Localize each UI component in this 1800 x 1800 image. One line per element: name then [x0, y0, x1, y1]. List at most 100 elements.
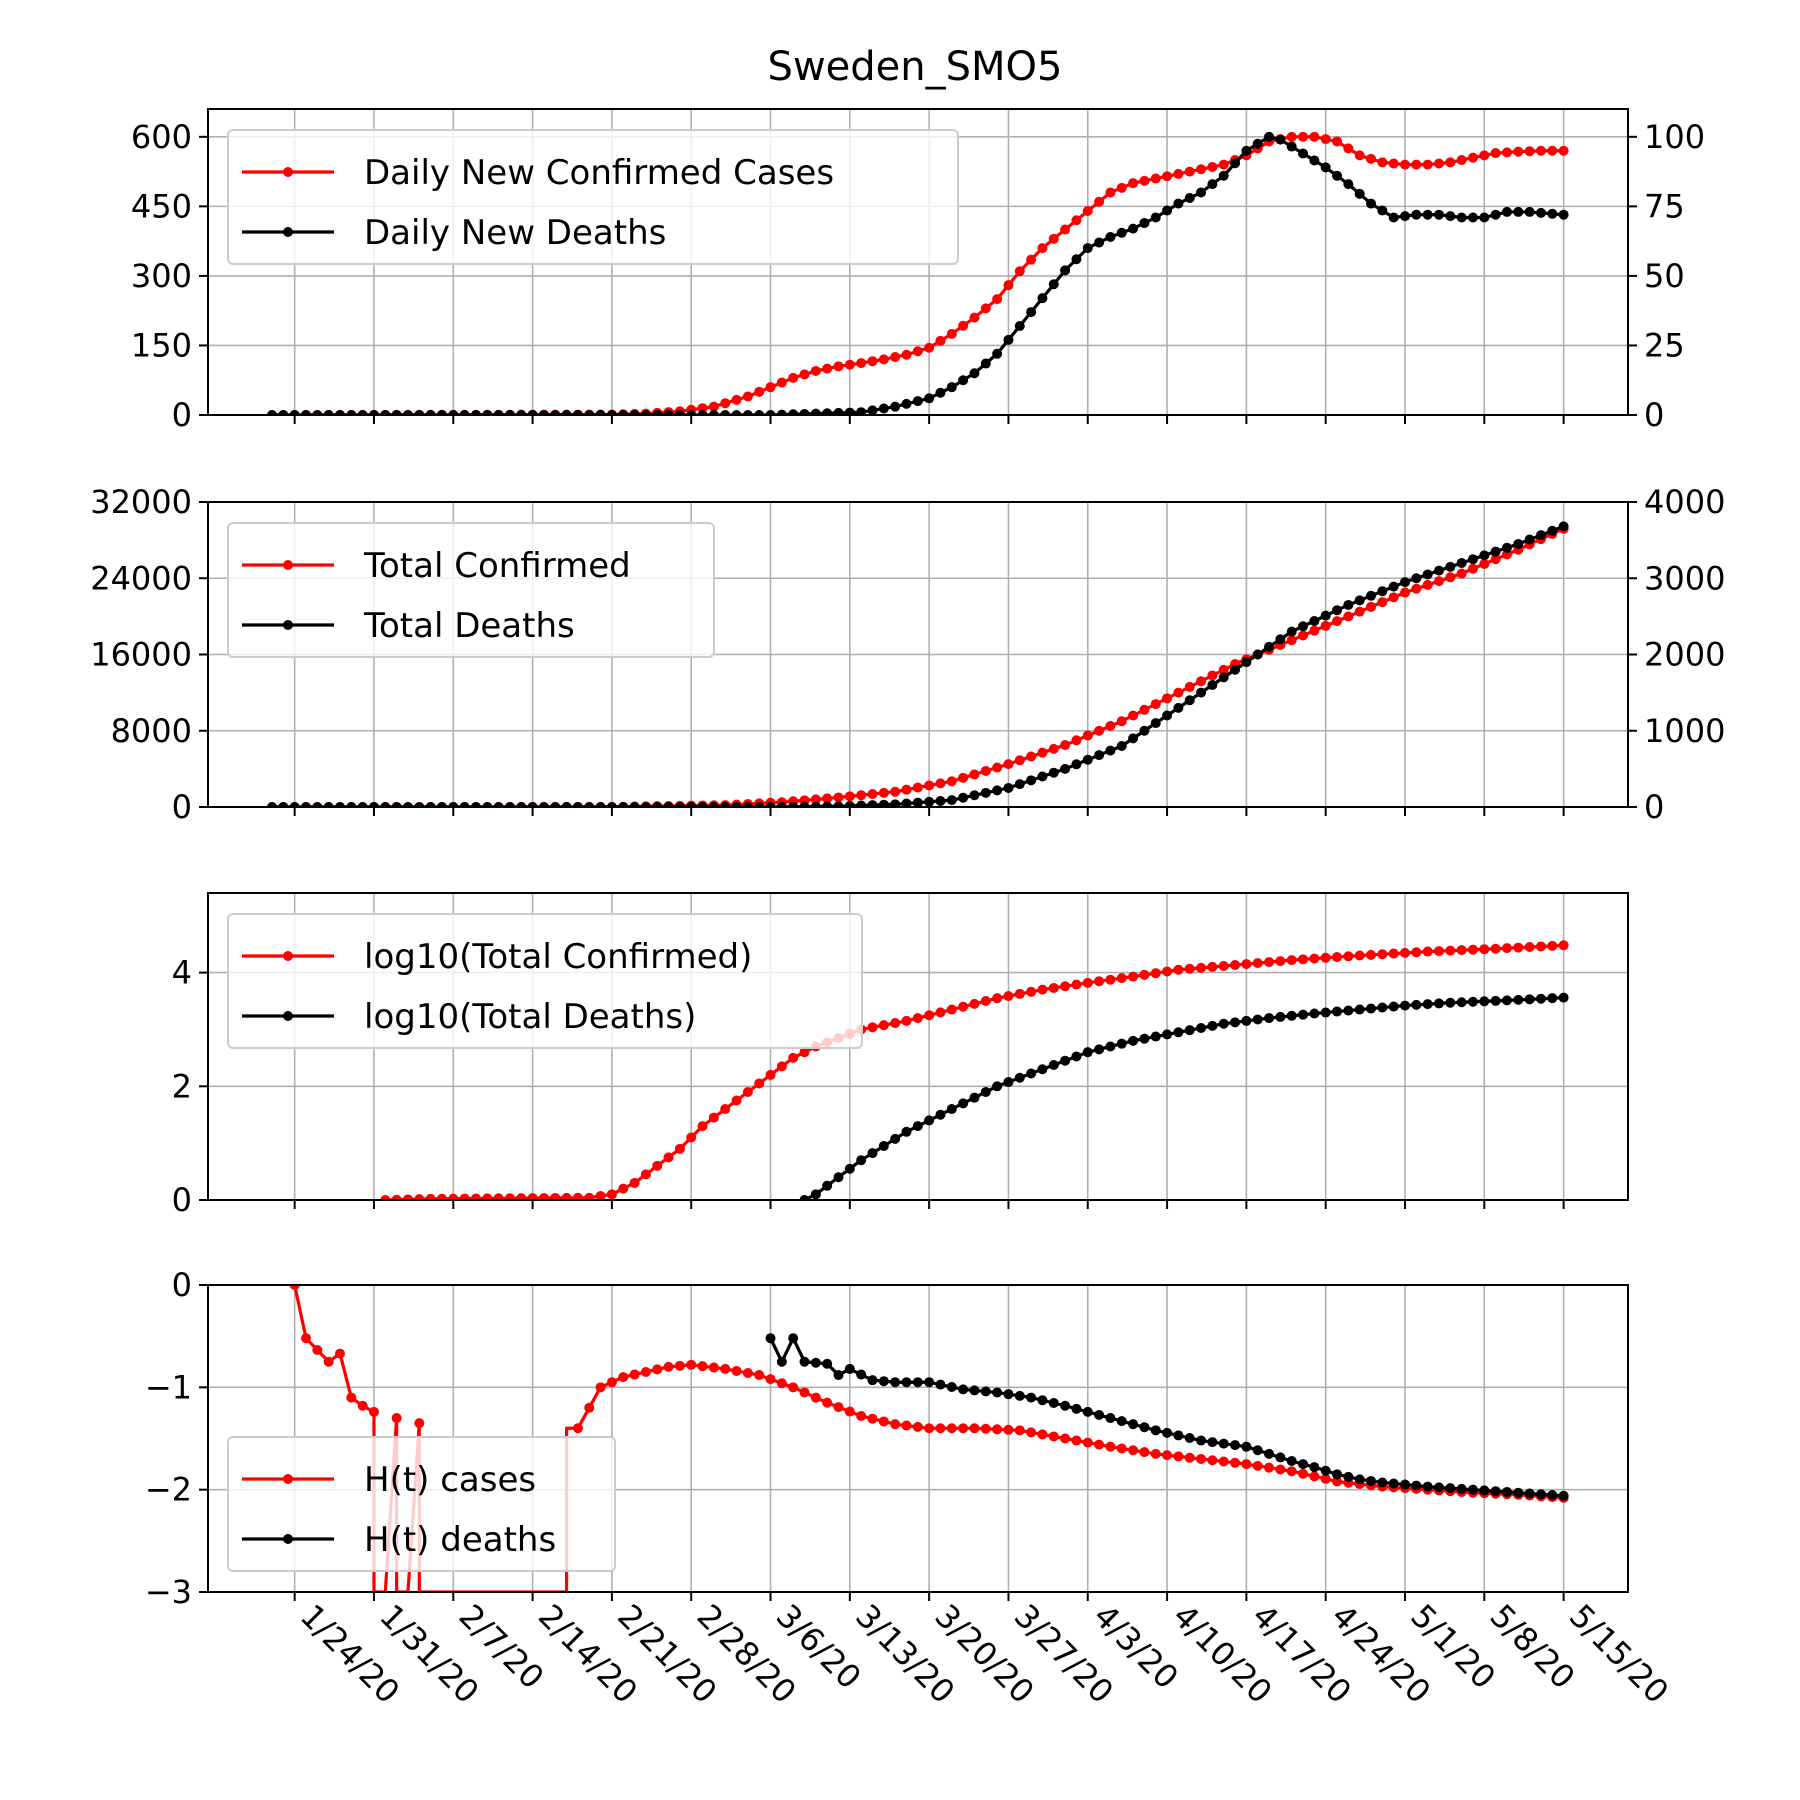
data-point [606, 410, 617, 415]
data-point [1048, 743, 1059, 754]
data-point [1366, 153, 1377, 164]
data-point [414, 802, 425, 807]
data-point [493, 1193, 504, 1200]
data-point [946, 1004, 957, 1015]
x-tick-label: 5/8/20 [1483, 1597, 1583, 1697]
data-point [844, 791, 855, 802]
data-point [742, 802, 753, 807]
data-point [1433, 946, 1444, 957]
data-point [833, 792, 844, 803]
data-point [1116, 973, 1127, 984]
data-point [901, 1015, 912, 1026]
data-point [1026, 1068, 1037, 1079]
y-tick-label: 2 [172, 1067, 192, 1105]
data-point [867, 405, 878, 415]
data-point [1003, 1424, 1014, 1435]
data-point [1026, 751, 1037, 762]
data-point [1388, 581, 1399, 592]
data-point [1105, 974, 1116, 985]
data-point [436, 802, 447, 807]
data-point [504, 1193, 515, 1200]
data-point [754, 802, 765, 807]
data-point [1094, 1409, 1105, 1420]
data-point [323, 410, 334, 415]
data-point [629, 1177, 640, 1188]
data-point [822, 1358, 833, 1369]
data-point [1116, 227, 1127, 238]
data-point [1014, 755, 1025, 766]
data-point [267, 410, 277, 415]
data-point [958, 1384, 969, 1395]
data-point [1388, 1478, 1399, 1489]
data-point [380, 410, 391, 415]
data-point [1535, 941, 1546, 952]
data-point [822, 1180, 833, 1191]
data-point [731, 802, 742, 807]
data-point [731, 1095, 742, 1106]
data-point [640, 1366, 651, 1377]
data-point [1411, 947, 1422, 958]
data-point [935, 1007, 946, 1018]
plot-area [380, 940, 1569, 1200]
data-point [1116, 1443, 1127, 1454]
data-point [1298, 1459, 1309, 1470]
data-point [1467, 212, 1478, 223]
data-point [1014, 1425, 1025, 1436]
data-point [1400, 1479, 1410, 1490]
data-point [1196, 1453, 1207, 1464]
data-point [754, 1078, 765, 1089]
data-point [278, 802, 289, 807]
data-point [776, 1378, 787, 1389]
data-point [890, 1018, 901, 1029]
data-point [935, 1379, 946, 1390]
data-point [1298, 621, 1309, 632]
data-point [1150, 212, 1161, 223]
data-point [1558, 521, 1569, 532]
data-point [1309, 953, 1320, 964]
axes-frame [207, 1284, 1629, 1593]
data-point [867, 800, 878, 807]
data-point [1332, 170, 1343, 181]
data-point [1456, 945, 1467, 956]
data-point [1048, 767, 1059, 778]
data-point [1094, 725, 1105, 736]
y-right-tick-label: 3000 [1644, 559, 1725, 597]
data-point [878, 799, 889, 807]
data-point [1048, 1059, 1059, 1070]
data-point [1343, 951, 1354, 962]
data-point [788, 372, 799, 383]
data-point [1128, 1445, 1139, 1456]
data-point [844, 407, 855, 415]
data-point [1354, 1474, 1365, 1485]
y-tick-label: 0 [172, 1181, 192, 1219]
data-point [1241, 1015, 1252, 1026]
data-point [527, 802, 538, 807]
data-point [561, 802, 572, 807]
data-point [1048, 233, 1059, 244]
y-tick-label: 8000 [111, 712, 192, 750]
data-point [425, 802, 436, 807]
data-point [357, 1400, 368, 1411]
data-point [1196, 1435, 1207, 1446]
data-point [1456, 568, 1467, 579]
data-point [1026, 1427, 1037, 1438]
data-point [595, 1382, 606, 1393]
data-point [538, 410, 549, 415]
data-point [720, 802, 731, 807]
data-point [629, 410, 640, 415]
data-point [527, 410, 538, 415]
data-point [572, 802, 583, 807]
data-point [482, 1193, 493, 1200]
data-point [1377, 205, 1388, 216]
data-point [1298, 630, 1309, 641]
data-point [1252, 1460, 1263, 1471]
data-point [618, 410, 629, 415]
data-point [1264, 1013, 1275, 1024]
data-point [822, 363, 833, 374]
data-point [1060, 224, 1071, 235]
data-point [788, 409, 799, 415]
data-point [1173, 1430, 1184, 1441]
data-point [1558, 992, 1569, 1003]
legend-marker [283, 1474, 293, 1484]
